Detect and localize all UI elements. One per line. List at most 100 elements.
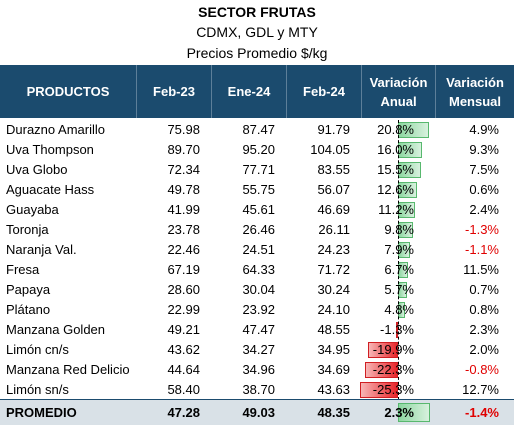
promedio-row: PROMEDIO 47.28 49.03 48.35 2.3% -1.4%: [0, 400, 514, 425]
price-ene24: 34.96: [242, 362, 275, 377]
price-ene24: 24.51: [242, 242, 275, 257]
table-row: Durazno Amarillo 75.98 87.47 91.79 20.8% 4.9%: [0, 120, 514, 140]
producto-name: Limón sn/s: [6, 382, 69, 397]
price-feb24: 91.79: [317, 122, 350, 137]
price-ene24: 38.70: [242, 382, 275, 397]
producto-name: Manzana Golden: [6, 322, 106, 337]
variacion-anual-value: 11.2%: [378, 202, 414, 217]
price-feb24: 56.07: [317, 182, 350, 197]
price-feb24: 24.23: [317, 242, 350, 257]
variacion-anual-value: -25.3%: [372, 382, 414, 397]
variacion-mensual-value: 9.3%: [469, 142, 499, 157]
producto-name: Fresa: [6, 262, 40, 277]
variacion-anual-bar: [396, 322, 398, 338]
variacion-anual-value: -19.9%: [372, 342, 414, 357]
variacion-mensual-value: -1.1%: [465, 242, 499, 257]
table-body: Durazno Amarillo 75.98 87.47 91.79 20.8% 4.9%…: [0, 120, 514, 400]
table-row: Guayaba 41.99 45.61 46.69 11.2% 2.4%: [0, 200, 514, 220]
variacion-anual-value: 4.8%: [384, 302, 414, 317]
price-feb24: 83.55: [317, 162, 350, 177]
table-row: Uva Globo 72.34 77.71 83.55 15.5% 7.5%: [0, 160, 514, 180]
producto-name: Limón cn/s: [6, 342, 69, 357]
variacion-anual-bar: [368, 342, 398, 358]
variacion-anual-bar: [364, 362, 398, 378]
report-units: Precios Promedio $/kg: [186, 45, 328, 61]
variacion-anual-value: 7.9%: [384, 242, 414, 257]
variacion-mensual-value: 7.5%: [469, 162, 499, 177]
promedio-divider: [0, 399, 514, 400]
variacion-anual-value: 5.7%: [384, 282, 414, 297]
variacion-mensual-value: 2.4%: [469, 202, 499, 217]
producto-name: Durazno Amarillo: [6, 122, 105, 137]
producto-name: Aguacate Hass: [6, 182, 95, 197]
variacion-mensual-value: 11.5%: [463, 262, 499, 277]
price-ene24: 45.61: [242, 202, 275, 217]
price-feb24: 34.95: [317, 342, 350, 357]
variacion-mensual-value: 0.8%: [469, 302, 499, 317]
table-row: Papaya 28.60 30.04 30.24 5.7% 0.7%: [0, 280, 514, 300]
variacion-mensual-value: 12.7%: [462, 382, 499, 397]
table-row: Limón sn/s 58.40 38.70 43.63 -25.3% 12.7%: [0, 380, 514, 400]
variacion-anual-bar: [360, 382, 398, 398]
variacion-anual-value: 9.8%: [384, 222, 414, 237]
price-feb24: 71.72: [317, 262, 350, 277]
price-ene24: 30.04: [242, 282, 275, 297]
variacion-anual-value: 16.0%: [377, 142, 414, 157]
price-feb23: 49.78: [167, 182, 200, 197]
producto-name: Uva Globo: [6, 162, 68, 177]
price-feb24: 34.69: [317, 362, 350, 377]
price-feb24: 30.24: [317, 282, 350, 297]
price-feb23: 44.64: [167, 362, 200, 377]
table-row: Uva Thompson 89.70 95.20 104.05 16.0% 9.3%: [0, 140, 514, 160]
producto-name: Guayaba: [6, 202, 59, 217]
producto-name: Toronja: [6, 222, 49, 237]
promedio-feb24: 48.35: [317, 405, 350, 420]
header-feb24: Feb-24: [287, 65, 362, 118]
price-feb23: 28.60: [167, 282, 200, 297]
promedio-ene24: 49.03: [242, 405, 275, 420]
variacion-mensual-value: 2.3%: [469, 322, 499, 337]
table-row: Limón cn/s 43.62 34.27 34.95 -19.9% 2.0%: [0, 340, 514, 360]
promedio-feb23: 47.28: [167, 405, 200, 420]
variacion-anual-value: 15.5%: [377, 162, 414, 177]
table-row: Manzana Red Delicio 44.64 34.96 34.69 -22.3%…: [0, 360, 514, 380]
producto-name: Manzana Red Delicio: [6, 362, 130, 377]
price-ene24: 87.47: [242, 122, 275, 137]
header-variacion-anual: Variación Anual: [362, 65, 436, 118]
table-row: Fresa 67.19 64.33 71.72 6.7% 11.5%: [0, 260, 514, 280]
price-feb23: 23.78: [167, 222, 200, 237]
price-ene24: 34.27: [242, 342, 275, 357]
price-feb24: 48.55: [317, 322, 350, 337]
price-ene24: 23.92: [242, 302, 275, 317]
price-feb24: 104.05: [310, 142, 350, 157]
variacion-mensual-value: 2.0%: [469, 342, 499, 357]
price-ene24: 26.46: [242, 222, 275, 237]
promedio-var-mensual: -1.4%: [465, 405, 499, 420]
price-feb23: 72.34: [167, 162, 200, 177]
price-feb23: 58.40: [167, 382, 200, 397]
variacion-anual-value: -22.3%: [372, 362, 414, 377]
variacion-mensual-value: -0.8%: [465, 362, 499, 377]
report-subtitle: CDMX, GDL y MTY: [196, 24, 318, 40]
price-feb23: 41.99: [167, 202, 200, 217]
price-feb23: 43.62: [167, 342, 200, 357]
table-row: Aguacate Hass 49.78 55.75 56.07 12.6% 0.6%: [0, 180, 514, 200]
producto-name: Plátano: [6, 302, 51, 317]
producto-name: Uva Thompson: [6, 142, 94, 157]
price-feb23: 75.98: [167, 122, 200, 137]
table-row: Toronja 23.78 26.46 26.11 9.8% -1.3%: [0, 220, 514, 240]
variacion-mensual-value: -1.3%: [465, 222, 499, 237]
variacion-mensual-value: 4.9%: [469, 122, 499, 137]
variacion-anual-axis: [398, 120, 399, 400]
header-feb23: Feb-23: [137, 65, 212, 118]
price-feb23: 22.99: [167, 302, 200, 317]
variacion-anual-value: 20.8%: [377, 122, 414, 137]
table-row: Naranja Val. 22.46 24.51 24.23 7.9% -1.1%: [0, 240, 514, 260]
price-ene24: 64.33: [242, 262, 275, 277]
variacion-anual-value: 6.7%: [384, 262, 414, 277]
header-ene24: Ene-24: [212, 65, 287, 118]
price-ene24: 55.75: [242, 182, 275, 197]
promedio-label: PROMEDIO: [6, 405, 77, 420]
price-ene24: 95.20: [242, 142, 275, 157]
price-feb23: 67.19: [167, 262, 200, 277]
